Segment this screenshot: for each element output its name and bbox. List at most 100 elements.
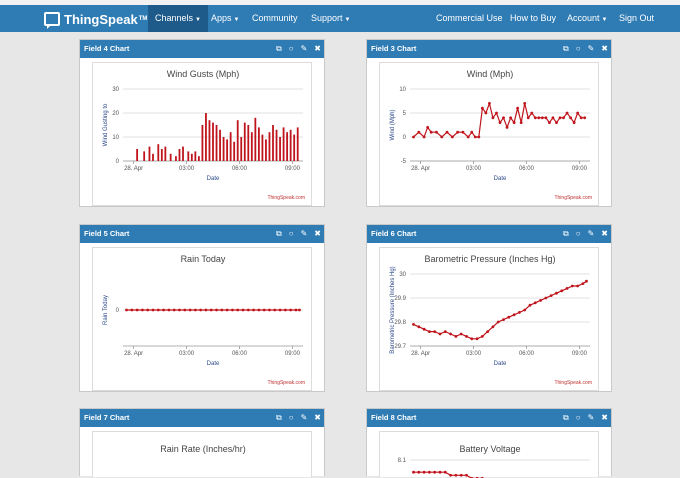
data-point [426,126,430,129]
data-point [486,330,490,333]
comment-icon[interactable]: ○ [575,44,581,53]
data-point [512,121,516,124]
data-point [576,284,580,288]
bar [250,132,253,161]
external-link-icon[interactable]: ⧉ [563,44,569,53]
bar [236,120,239,161]
chart-title: Rain Rate (Inches/hr) [160,444,246,454]
nav-community[interactable]: Community [252,5,298,32]
external-link-icon[interactable]: ⧉ [563,229,569,238]
bar [212,122,214,161]
field-5-chart-panel: Field 5 Chart ⧉ ○ ✎ ✖ Rain Today 0 28. Apr… [79,224,325,392]
bar [286,132,289,161]
bar [293,134,296,161]
chart-area: Rain Rate (Inches/hr) [92,431,312,477]
pencil-icon[interactable]: ✎ [300,229,308,238]
panel-title: Field 4 Chart [84,44,130,53]
y-axis-label: Barometric Pressure (Inches Hg) [390,266,396,353]
comment-icon[interactable]: ○ [575,229,581,238]
data-point [491,116,495,120]
rain-today-chart: Rain Today 0 28. Apr 03:00 06:00 09:00 Date Rai… [103,254,305,386]
x-tick-label: 28. Apr [411,166,430,172]
comment-icon[interactable]: ○ [288,229,294,238]
panel-header: Field 4 Chart ⧉ ○ ✎ ✖ [80,40,324,58]
close-icon[interactable]: ✖ [601,229,608,238]
close-icon[interactable]: ✖ [314,413,321,422]
nav-channels[interactable]: Channels ▼ [148,5,208,32]
pencil-icon[interactable]: ✎ [300,44,308,53]
bar [194,151,197,161]
data-point [560,289,564,293]
data-point [298,308,301,312]
close-icon[interactable]: ✖ [314,44,321,53]
chart-title: Wind (Mph) [467,69,514,79]
data-point [278,308,282,312]
pencil-icon[interactable]: ✎ [587,44,595,53]
thingspeak-credit: ThingSpeak.com [267,195,305,201]
comment-icon[interactable]: ○ [575,413,581,422]
nav-commercial-use[interactable]: Commercial Use [436,5,503,32]
bar [164,146,167,161]
bar [240,137,243,161]
data-point [491,325,495,329]
bar [226,139,229,161]
data-point [443,470,447,474]
bar [296,127,299,161]
bar [272,125,274,161]
thingspeak-logo[interactable]: ThingSpeak TM [44,10,147,29]
data-point [167,308,171,312]
data-point [268,308,271,312]
data-point [502,116,505,120]
wind-gusts-chart: Wind Gusts (Mph) 0 10 20 30 28. Apr 03:00 06:00… [103,69,305,201]
x-tick-label: 09:00 [572,351,588,357]
chevron-down-icon: ▼ [601,17,608,23]
data-point [262,308,266,312]
data-point [443,330,447,333]
bar [254,117,257,161]
x-tick-label: 28. Apr [124,351,143,357]
data-point [445,130,449,134]
data-point [459,332,463,336]
data-point [125,308,128,312]
data-point [470,130,474,134]
logo-text: ThingSpeak [64,11,138,27]
external-link-icon[interactable]: ⧉ [276,44,282,53]
data-point [204,308,208,312]
bar [182,146,184,161]
comment-icon[interactable]: ○ [288,44,294,53]
pencil-icon[interactable]: ✎ [300,413,308,422]
nav-sign-out-label: Sign Out [619,13,655,23]
nav-support[interactable]: Support ▼ [311,5,350,32]
data-point [130,308,134,312]
data-point [570,284,574,288]
x-tick-label: 03:00 [179,166,195,172]
series-line [413,101,585,139]
pencil-icon[interactable]: ✎ [587,229,595,238]
external-link-icon[interactable]: ⧉ [276,413,282,422]
bar [208,120,211,161]
bar [219,129,221,161]
nav-community-label: Community [252,13,298,23]
nav-how-to-buy[interactable]: How to Buy [510,5,556,32]
bar [289,129,292,161]
close-icon[interactable]: ✖ [601,44,608,53]
pencil-icon[interactable]: ✎ [587,413,595,422]
data-point [429,130,433,134]
data-point [544,296,548,300]
browser-bookmark-strip [0,0,680,5]
comment-icon[interactable]: ○ [288,413,294,422]
external-link-icon[interactable]: ⧉ [563,413,569,422]
nav-account[interactable]: Account ▼ [567,5,607,32]
y-axis-label: Rain Today [103,295,109,325]
data-point [548,121,551,124]
close-icon[interactable]: ✖ [314,229,321,238]
nav-sign-out[interactable]: Sign Out [619,5,654,32]
bar [261,134,264,161]
external-link-icon[interactable]: ⧉ [276,229,282,238]
nav-apps[interactable]: Apps ▼ [211,5,239,32]
chart-area: Rain Today 0 28. Apr 03:00 06:00 09:00 Date Rai… [92,247,312,391]
data-point [526,116,530,120]
data-point [530,111,534,115]
data-point [540,116,544,120]
close-icon[interactable]: ✖ [601,413,608,422]
